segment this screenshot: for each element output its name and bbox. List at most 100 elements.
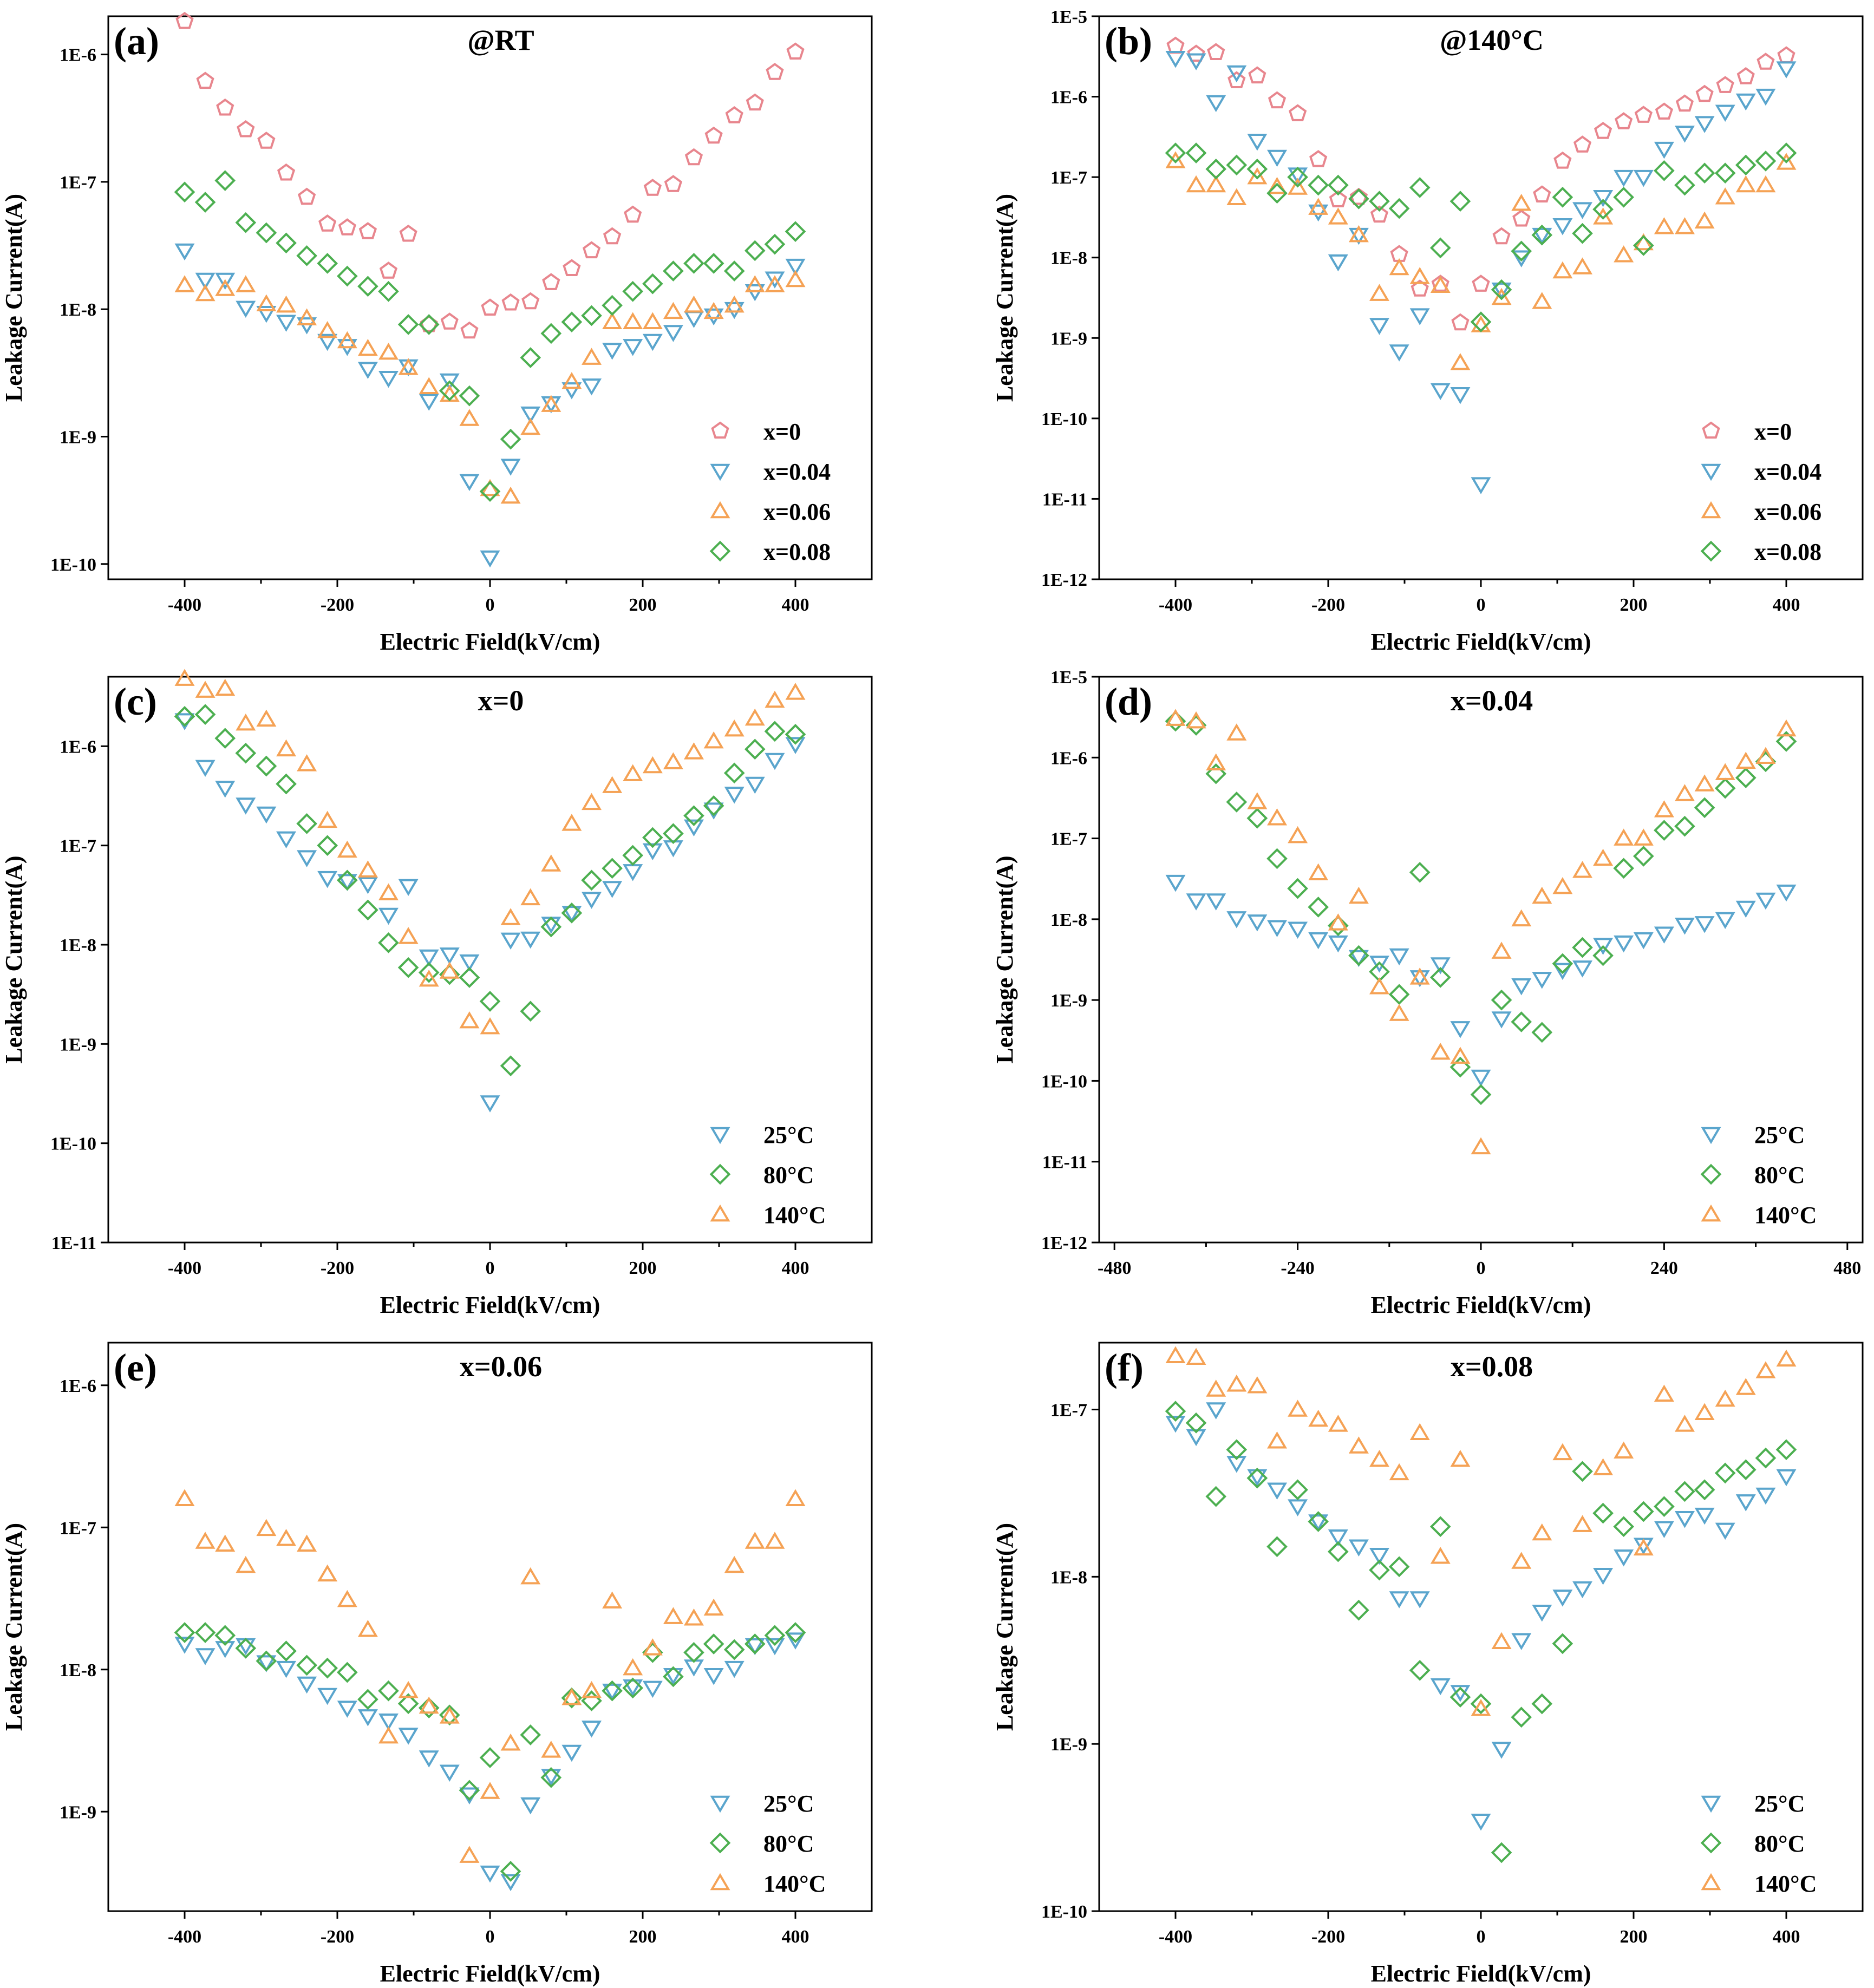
legend-label: x=0.06 — [763, 499, 831, 525]
legend-marker — [709, 1832, 731, 1854]
data-point — [1348, 1539, 1369, 1557]
y-tick-label: 1E-12 — [1041, 1233, 1087, 1253]
data-point — [459, 954, 480, 972]
legend-label: 25°C — [763, 1790, 814, 1817]
data-point — [236, 713, 256, 731]
data-point — [236, 1555, 256, 1573]
data-point — [744, 240, 766, 261]
data-point — [1531, 1693, 1553, 1715]
panel-c: -400 -200 0 200 400 1E-11 1E-10 1E-9 1E-8 1E-7 1E-… — [1, 669, 873, 1318]
data-point — [419, 969, 439, 987]
data-point — [195, 1532, 216, 1549]
data-point — [1266, 848, 1288, 869]
data-point — [1411, 279, 1429, 297]
data-point — [1472, 274, 1490, 292]
data-point — [642, 333, 663, 351]
y-tick-label: 1E-8 — [1050, 1567, 1087, 1587]
data-point — [1328, 1541, 1349, 1562]
x-axis-title: Electric Field(kV/cm) — [1371, 1292, 1591, 1318]
data-point — [194, 704, 216, 725]
data-point — [418, 314, 440, 335]
y-tick-label: 1E-6 — [60, 45, 96, 66]
data-point — [1409, 1659, 1431, 1681]
data-point — [724, 719, 745, 737]
x-axis-title: Electric Field(kV/cm) — [1371, 1960, 1591, 1987]
data-point — [174, 275, 195, 292]
data-point — [1552, 877, 1573, 894]
data-point — [1388, 984, 1410, 1005]
data-point — [378, 1680, 399, 1702]
data-point — [1532, 292, 1552, 309]
data-point — [1471, 1699, 1491, 1716]
x-tick-label: 240 — [1650, 1258, 1678, 1278]
data-point — [1674, 784, 1695, 801]
data-point — [419, 949, 439, 967]
data-point — [1471, 1813, 1491, 1831]
data-point — [257, 132, 276, 149]
data-point — [582, 892, 602, 909]
x-tick-label: 480 — [1833, 1258, 1861, 1278]
data-point — [1287, 878, 1308, 899]
data-point — [541, 1741, 561, 1758]
y-tick-label: 1E-5 — [1050, 7, 1087, 27]
x-tick-label: -400 — [168, 595, 201, 615]
data-point — [256, 305, 277, 323]
data-point — [1430, 383, 1451, 401]
legend-label: 140°C — [763, 1871, 826, 1897]
data-point — [561, 382, 582, 400]
data-point — [397, 957, 419, 978]
data-point — [1287, 166, 1308, 188]
data-point — [664, 175, 683, 192]
data-point — [174, 1637, 195, 1654]
data-point — [1633, 932, 1654, 950]
x-tick-label: 0 — [1477, 1258, 1486, 1278]
data-point — [1165, 1415, 1186, 1433]
data-point — [398, 1680, 419, 1698]
legend-label: 140°C — [1754, 1202, 1817, 1228]
data-point — [439, 962, 460, 979]
data-point — [459, 967, 480, 988]
legend-marker — [1700, 1163, 1722, 1185]
data-point — [378, 342, 399, 360]
data-point — [1309, 150, 1328, 167]
data-point — [1572, 960, 1593, 978]
data-point — [744, 738, 766, 760]
x-tick-label: -200 — [1311, 1927, 1345, 1947]
data-point — [765, 690, 785, 708]
data-point — [1674, 1415, 1695, 1432]
data-point — [1572, 1461, 1593, 1482]
x-axis-title: Electric Field(kV/cm) — [1371, 629, 1591, 655]
data-point — [1654, 1384, 1674, 1402]
data-point — [1775, 1439, 1797, 1460]
data-point — [1552, 1590, 1573, 1607]
data-point — [337, 331, 357, 349]
data-point — [276, 773, 297, 795]
data-point — [1389, 1591, 1409, 1608]
data-point — [1206, 1402, 1226, 1420]
data-point — [439, 1764, 460, 1782]
data-point — [317, 1657, 338, 1679]
data-point — [1615, 112, 1633, 129]
y-tick-label: 1E-6 — [1050, 748, 1087, 768]
data-point — [1572, 1581, 1593, 1599]
plot-frame — [1098, 1342, 1864, 1912]
data-point — [1348, 188, 1369, 210]
data-point — [174, 1489, 195, 1506]
data-point — [1246, 807, 1268, 829]
y-tick-label: 1E-8 — [60, 936, 96, 956]
data-point — [1288, 1400, 1308, 1417]
data-point — [318, 214, 337, 232]
data-point — [1206, 95, 1226, 113]
data-point — [765, 753, 785, 770]
data-point — [1449, 191, 1471, 212]
data-point — [1328, 935, 1348, 953]
data-point — [235, 212, 257, 233]
data-point — [297, 754, 317, 771]
data-point — [1511, 1633, 1532, 1650]
data-point — [765, 1532, 785, 1549]
data-point — [1328, 915, 1349, 937]
data-point — [276, 1640, 297, 1662]
data-point — [602, 1683, 623, 1701]
data-point — [1165, 151, 1186, 168]
legend-label: 25°C — [763, 1122, 814, 1148]
